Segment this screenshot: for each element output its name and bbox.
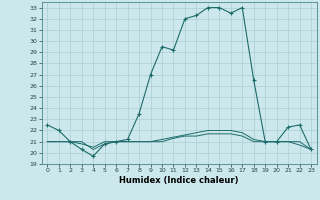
X-axis label: Humidex (Indice chaleur): Humidex (Indice chaleur) (119, 176, 239, 185)
